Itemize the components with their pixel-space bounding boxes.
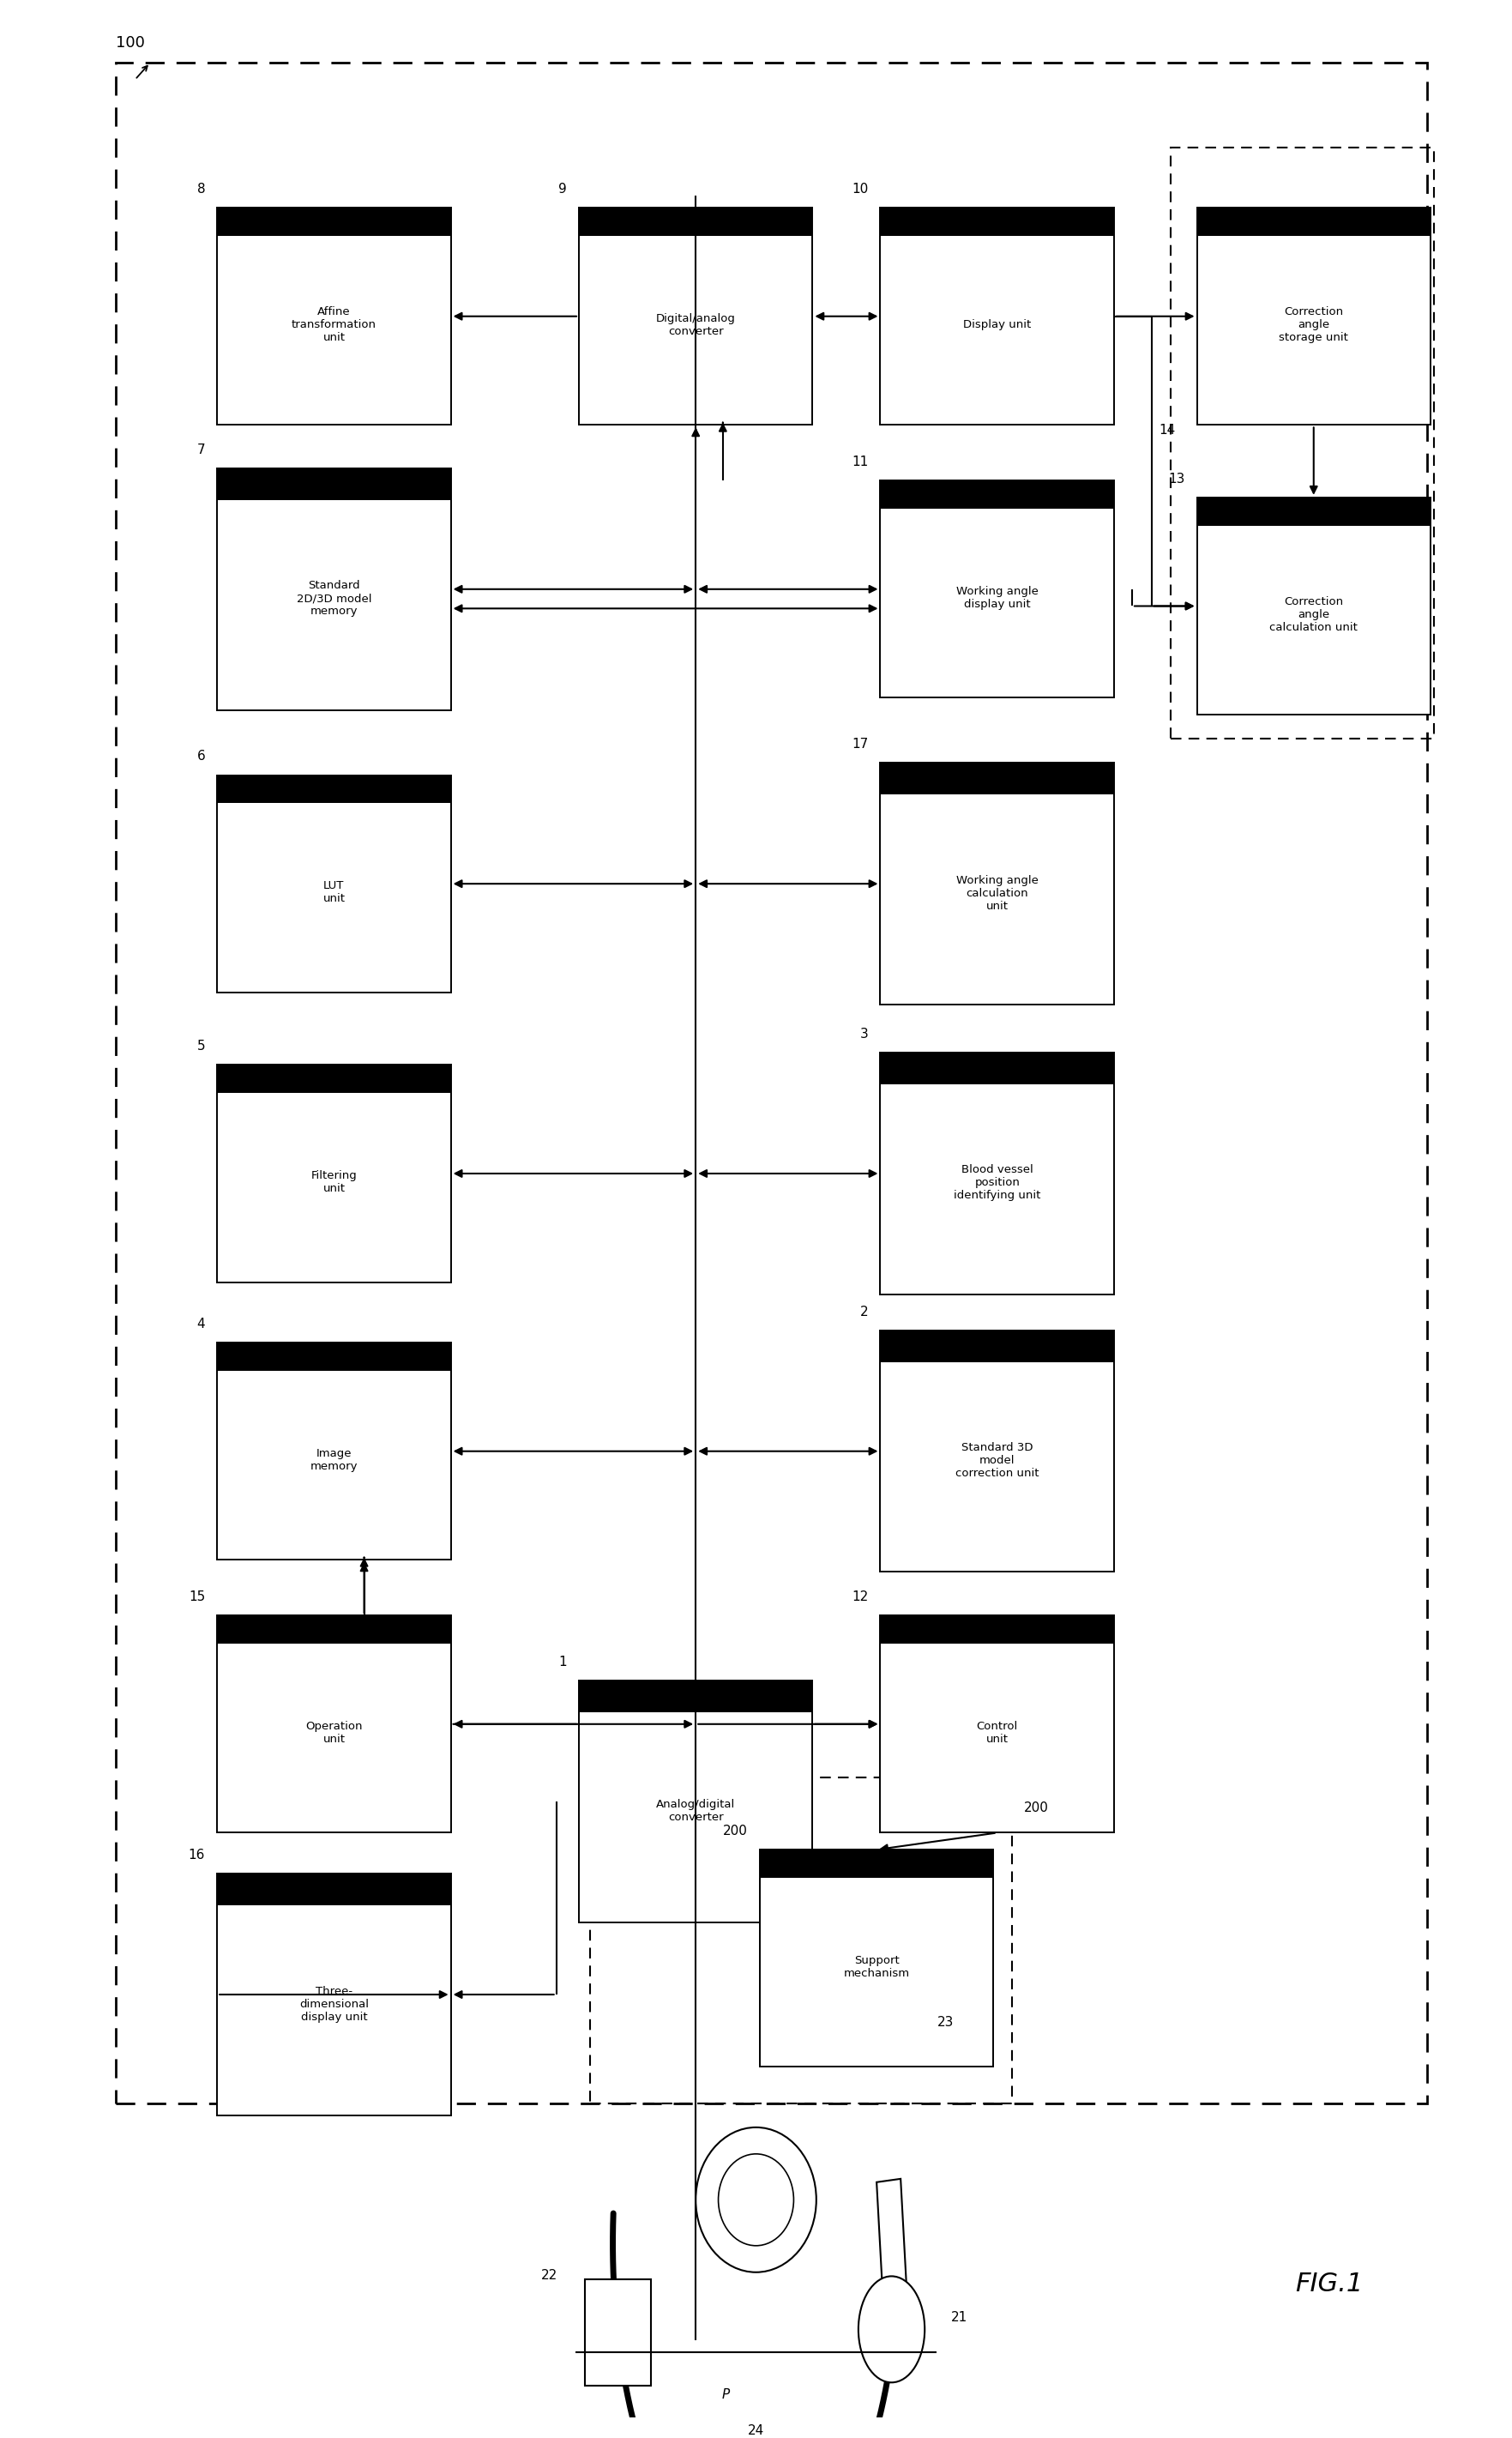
Text: 2: 2 [860,1304,868,1319]
Text: 8: 8 [197,183,206,195]
Text: 200: 200 [1024,1802,1049,1814]
Circle shape [859,2277,925,2382]
Text: Standard
2D/3D model
memory: Standard 2D/3D model memory [296,580,372,617]
Text: 22: 22 [541,2270,558,2282]
Bar [115,63,1427,2104]
Bar [880,763,1114,1004]
Bar [880,763,1114,795]
Bar [218,1616,451,1643]
Text: 6: 6 [197,751,206,763]
Bar [585,2280,650,2384]
Bar [218,1065,451,1092]
Text: 12: 12 [851,1590,868,1604]
Text: 200: 200 [723,1824,748,1838]
Text: Display unit: Display unit [963,319,1031,332]
Text: 9: 9 [558,183,567,195]
Text: Digital/analog
converter: Digital/analog converter [656,312,735,336]
Text: Affine
transformation
unit: Affine transformation unit [292,307,376,344]
Bar [880,1616,1114,1643]
Bar [1198,207,1430,236]
Bar [218,1616,451,1833]
Text: 16: 16 [189,1848,206,1863]
Bar [1198,497,1430,527]
Text: Support
mechanism: Support mechanism [844,1955,910,1980]
Bar [1198,207,1430,424]
Text: 3: 3 [860,1029,868,1041]
Text: Analog/digital
converter: Analog/digital converter [656,1799,735,1824]
Bar [1198,497,1430,714]
Text: 7: 7 [197,444,206,456]
Text: Control
unit: Control unit [977,1721,1018,1746]
Text: Three-
dimensional
display unit: Three- dimensional display unit [299,1985,369,2024]
Text: LUT
unit: LUT unit [324,880,345,904]
Bar [880,480,1114,510]
Bar [579,1680,812,1921]
Bar [880,1053,1114,1295]
Bar [590,1777,1012,2104]
Text: 13: 13 [1169,473,1185,485]
Bar [880,207,1114,424]
Bar [877,2180,910,2365]
Bar [218,1343,451,1370]
Text: 24: 24 [748,2423,764,2438]
Bar [880,1053,1114,1085]
Text: Working angle
display unit: Working angle display unit [956,585,1039,610]
Bar [218,775,451,805]
Bar [218,468,451,709]
Text: 11: 11 [851,456,868,468]
Text: Correction
angle
calculation unit: Correction angle calculation unit [1270,597,1358,634]
Text: 100: 100 [115,34,145,51]
Bar [880,1331,1114,1363]
Bar [880,207,1114,236]
Bar [880,480,1114,697]
Text: Working angle
calculation
unit: Working angle calculation unit [956,875,1039,912]
Text: P: P [721,2389,730,2401]
Text: 23: 23 [937,2016,954,2028]
Text: FIG.1: FIG.1 [1294,2272,1362,2297]
Bar [759,1850,993,1877]
Text: Filtering
unit: Filtering unit [311,1170,357,1195]
Bar [218,1875,451,2116]
Text: Correction
angle
storage unit: Correction angle storage unit [1279,307,1349,344]
Bar [1170,146,1435,739]
Bar [579,207,812,424]
Bar [218,207,451,424]
Text: Blood vessel
position
identifying unit: Blood vessel position identifying unit [954,1165,1040,1202]
Bar [579,207,812,236]
Ellipse shape [718,2153,794,2245]
Text: 1: 1 [558,1655,567,1668]
Bar [218,468,451,500]
Text: 15: 15 [189,1590,206,1604]
Bar [579,1680,812,1711]
Text: Image
memory: Image memory [310,1448,358,1473]
Text: 17: 17 [851,739,868,751]
Bar [218,207,451,236]
Text: 5: 5 [197,1041,206,1053]
Text: 21: 21 [951,2311,968,2323]
Ellipse shape [696,2128,816,2272]
Text: Standard 3D
model
correction unit: Standard 3D model correction unit [956,1443,1039,1480]
Text: 4: 4 [197,1317,206,1331]
Text: Operation
unit: Operation unit [305,1721,363,1746]
Bar [759,1850,993,2067]
Bar [880,1331,1114,1573]
Bar [218,1875,451,1904]
Bar [218,1343,451,1560]
Bar [218,775,451,992]
Bar [218,1065,451,1282]
Text: 10: 10 [851,183,868,195]
Bar [880,1616,1114,1833]
Text: 14: 14 [1160,424,1176,436]
